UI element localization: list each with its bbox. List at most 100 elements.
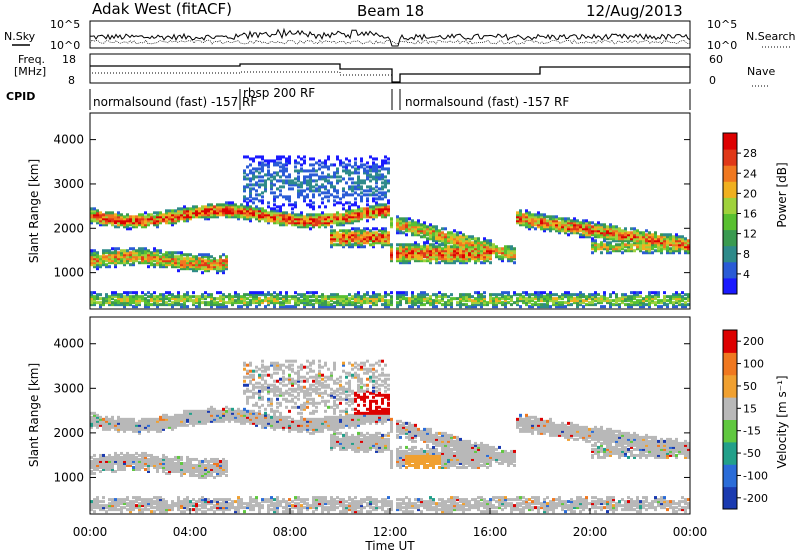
range-cell — [126, 213, 129, 217]
range-cell — [591, 251, 594, 255]
range-cell — [372, 157, 375, 161]
range-cell — [243, 297, 246, 301]
range-cell — [168, 255, 171, 259]
range-cell — [288, 221, 291, 225]
range-cell — [480, 293, 483, 297]
range-cell — [249, 301, 252, 305]
range-cell — [93, 453, 96, 457]
range-cell — [96, 301, 99, 305]
range-cell — [156, 417, 159, 421]
range-cell — [342, 245, 345, 249]
range-cell — [120, 299, 123, 303]
range-cell — [381, 185, 384, 189]
range-cell — [225, 205, 228, 209]
range-cell — [177, 213, 180, 217]
range-cell — [90, 207, 93, 211]
range-cell — [141, 259, 144, 263]
range-cell — [309, 157, 312, 161]
range-cell — [210, 205, 213, 209]
range-cell — [96, 413, 99, 417]
range-cell — [354, 167, 357, 171]
range-cell — [318, 301, 321, 305]
range-cell — [330, 175, 333, 179]
range-cell — [204, 215, 207, 219]
range-cell — [306, 217, 309, 221]
range-cell — [273, 161, 276, 165]
range-cell — [288, 295, 291, 299]
range-cell — [300, 211, 303, 215]
range-cell — [204, 209, 207, 213]
range-cell — [261, 301, 264, 305]
range-cell — [549, 305, 552, 309]
range-cell — [246, 203, 249, 207]
range-cell — [357, 205, 360, 209]
range-cell — [372, 227, 375, 231]
range-cell — [249, 496, 252, 500]
range-cell — [405, 291, 408, 295]
range-cell — [336, 239, 339, 243]
range-cell — [378, 165, 381, 169]
range-cell — [105, 215, 108, 219]
range-cell — [147, 249, 150, 253]
range-cell — [339, 235, 342, 239]
range-cell — [249, 373, 252, 377]
range-cell — [513, 261, 516, 265]
range-cell — [234, 291, 237, 295]
range-cell — [378, 229, 381, 233]
range-cell — [102, 263, 105, 267]
range-cell — [429, 295, 432, 299]
range-cell — [333, 239, 336, 243]
range-cell — [171, 217, 174, 221]
range-cell — [321, 171, 324, 175]
range-cell — [159, 293, 162, 297]
range-cell — [261, 161, 264, 165]
range-cell — [135, 259, 138, 263]
range-cell — [111, 213, 114, 217]
range-cell — [384, 191, 387, 195]
range-cell — [267, 219, 270, 223]
range-cell — [183, 267, 186, 271]
range-cell — [582, 299, 585, 303]
range-cell — [552, 297, 555, 301]
range-cell — [411, 219, 414, 223]
range-cell — [315, 173, 318, 177]
range-cell — [141, 498, 144, 502]
range-cell — [132, 225, 135, 229]
range-cell — [144, 255, 147, 259]
range-cell — [348, 159, 351, 163]
range-cell — [123, 259, 126, 263]
range-cell — [159, 297, 162, 301]
range-cell — [387, 161, 390, 165]
range-cell — [162, 301, 165, 305]
range-cell — [228, 297, 231, 301]
range-cell — [249, 219, 252, 223]
range-cell — [240, 498, 243, 502]
range-cell — [585, 295, 588, 299]
range-cell — [285, 295, 288, 299]
range-cell — [198, 267, 201, 271]
range-cell — [105, 293, 108, 297]
range-cell — [135, 455, 138, 459]
range-cell — [348, 193, 351, 197]
range-cell — [234, 203, 237, 207]
range-cell — [342, 305, 345, 309]
range-cell — [621, 251, 624, 255]
range-cell — [222, 293, 225, 297]
range-cell — [219, 209, 222, 213]
range-cell — [342, 239, 345, 243]
beam-label: Beam 18 — [357, 2, 424, 20]
range-cell — [294, 165, 297, 169]
range-cell — [126, 255, 129, 259]
range-cell — [204, 498, 207, 502]
range-cell — [432, 243, 435, 247]
range-cell — [312, 207, 315, 211]
range-cell — [252, 504, 255, 508]
range-cell — [294, 213, 297, 217]
range-cell — [129, 291, 132, 295]
range-cell — [174, 219, 177, 223]
range-cell — [600, 223, 603, 227]
range-cell — [681, 291, 684, 295]
range-cell — [411, 291, 414, 295]
range-cell — [183, 293, 186, 297]
range-cell — [168, 259, 171, 263]
